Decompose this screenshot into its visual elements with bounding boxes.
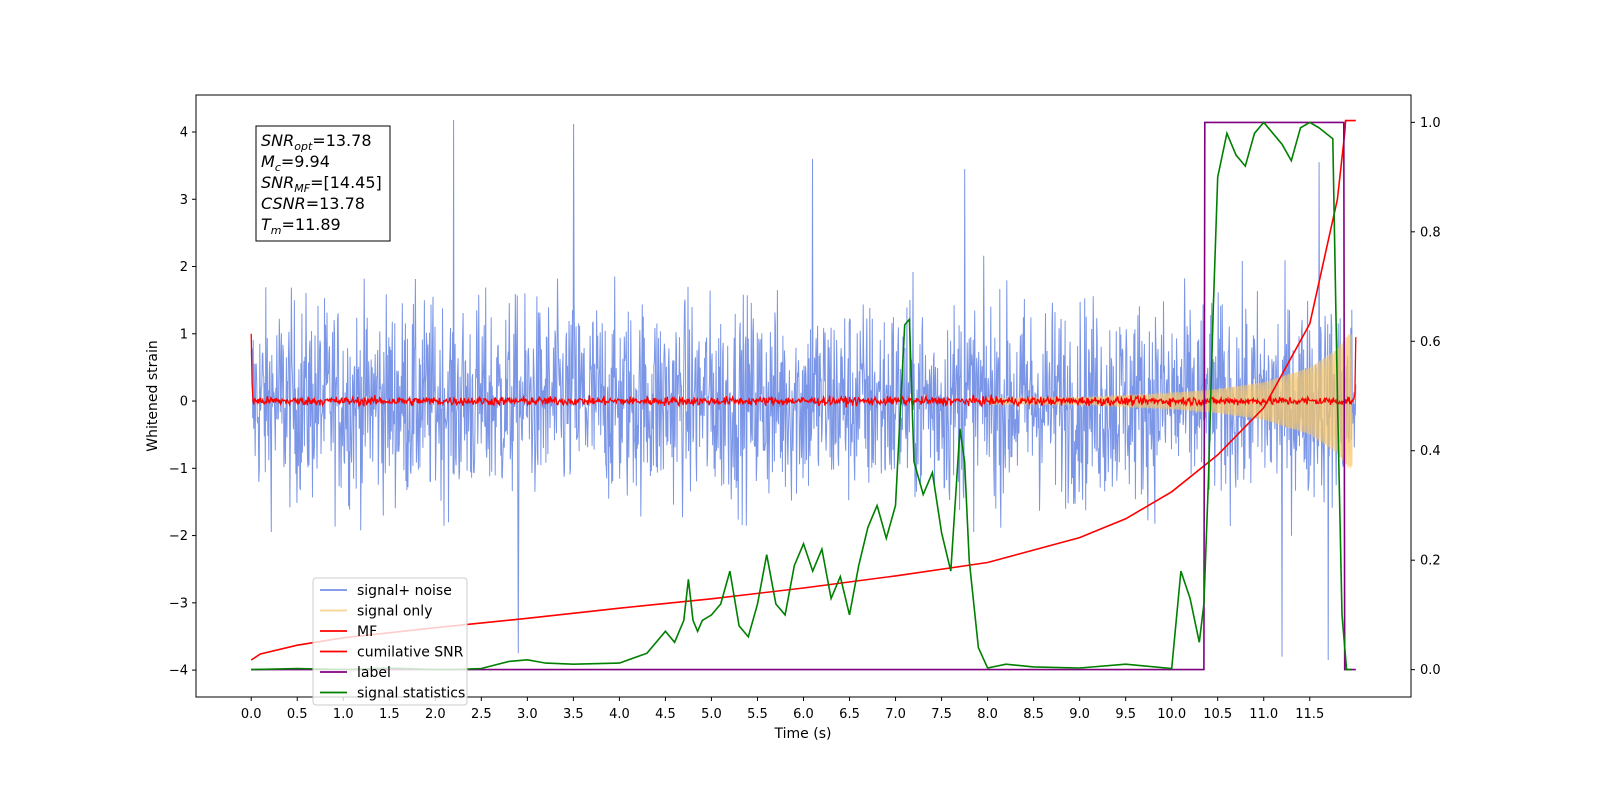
series-mf [250, 333, 1357, 408]
x-axis-label: Time (s) [774, 726, 832, 742]
info-value: =9.94 [281, 152, 330, 171]
y-axis-left: 4 3 2 1 0 −1 −2 −3 −4 [169, 125, 196, 679]
x-tick-label: 8.5 [1023, 707, 1044, 722]
y-tick-label: −1 [169, 462, 188, 477]
info-box: SNRopt=13.78Mc=9.94SNRMF=[14.45]CSNR=13.… [255, 125, 391, 242]
x-tick-label: 11.5 [1295, 707, 1324, 722]
x-tick-label: 4.5 [655, 707, 676, 722]
info-label: M [261, 152, 275, 171]
y2-tick-label: 0.8 [1420, 225, 1441, 240]
info-value: =13.78 [312, 131, 371, 150]
y-axis-right: 1.0 0.8 0.6 0.4 0.2 0.0 [1411, 116, 1441, 678]
x-tick-label: 1.0 [333, 707, 354, 722]
x-tick-label: 6.0 [793, 707, 814, 722]
x-tick-label: 6.5 [839, 707, 860, 722]
info-line: Tm=11.89 [261, 215, 341, 237]
info-value: =11.89 [282, 215, 341, 234]
y2-tick-label: 1.0 [1420, 116, 1441, 131]
y2-tick-label: 0.6 [1420, 335, 1441, 350]
legend-entry: MF [357, 624, 377, 640]
info-value: =13.78 [306, 194, 365, 213]
legend-frame [312, 577, 468, 706]
x-tick-label: 3.5 [563, 707, 584, 722]
x-tick-label: 10.0 [1157, 707, 1186, 722]
x-tick-label: 9.5 [1115, 707, 1136, 722]
info-label: T [261, 215, 272, 234]
y2-tick-label: 0.4 [1420, 444, 1441, 459]
x-tick-label: 1.5 [379, 707, 400, 722]
y-tick-label: 4 [180, 125, 188, 140]
x-tick-label: 2.5 [471, 707, 492, 722]
info-label: SNR [261, 131, 294, 150]
series-signal-statistics [251, 121, 1352, 671]
legend-entry: signal+ noise [357, 583, 452, 599]
info-label: SNR [261, 173, 294, 192]
x-tick-label: 10.5 [1203, 707, 1232, 722]
x-tick-label: 5.0 [701, 707, 722, 722]
info-subscript: MF [294, 182, 310, 195]
series-signal-noise [250, 119, 1357, 661]
y-tick-label: 0 [180, 395, 188, 410]
series-signal-only [987, 334, 1353, 469]
x-tick-label: 7.0 [885, 707, 906, 722]
x-tick-label: 7.5 [931, 707, 952, 722]
y2-tick-label: 0.2 [1420, 554, 1441, 569]
info-line: SNRMF=[14.45] [261, 173, 382, 195]
y-tick-label: 2 [180, 260, 188, 275]
legend-entry: signal only [357, 604, 432, 620]
legend: signal+ noise signal only MF cumilative SNR… [312, 577, 468, 706]
x-tick-label: 2.0 [425, 707, 446, 722]
y-tick-label: 3 [180, 193, 188, 208]
info-subscript: c [275, 161, 281, 174]
info-line: SNRopt=13.78 [261, 131, 372, 153]
y-tick-label: −2 [169, 529, 188, 544]
info-line: CSNR=13.78 [261, 194, 365, 213]
x-tick-label: 8.0 [977, 707, 998, 722]
x-tick-label: 0.5 [287, 707, 308, 722]
legend-entry: label [357, 665, 391, 681]
y-tick-label: −3 [169, 596, 188, 611]
x-tick-label: 5.5 [747, 707, 768, 722]
x-tick-label: 11.0 [1249, 707, 1278, 722]
info-label: CSNR [261, 194, 306, 213]
info-subscript: opt [294, 140, 313, 153]
y2-tick-label: 0.0 [1420, 663, 1441, 678]
legend-entry: cumilative SNR [357, 645, 464, 661]
y-tick-label: 1 [180, 327, 188, 342]
x-tick-label: 4.0 [609, 707, 630, 722]
x-tick-label: 9.0 [1069, 707, 1090, 722]
info-line: Mc=9.94 [261, 152, 330, 174]
x-axis: 0.0 0.5 1.0 1.5 2.0 2.5 3.0 3.5 4.0 4.5 5.0 5.5 6.0 6… [241, 697, 1324, 722]
legend-entry: signal statistics [357, 686, 465, 702]
info-value: =[14.45] [310, 173, 382, 192]
info-subscript: m [271, 224, 282, 237]
x-tick-label: 3.0 [517, 707, 538, 722]
info-box-frame [255, 125, 391, 242]
x-tick-label: 0.0 [241, 707, 262, 722]
y-tick-label: −4 [169, 664, 188, 679]
y-axis-label: Whitened strain [145, 340, 161, 451]
